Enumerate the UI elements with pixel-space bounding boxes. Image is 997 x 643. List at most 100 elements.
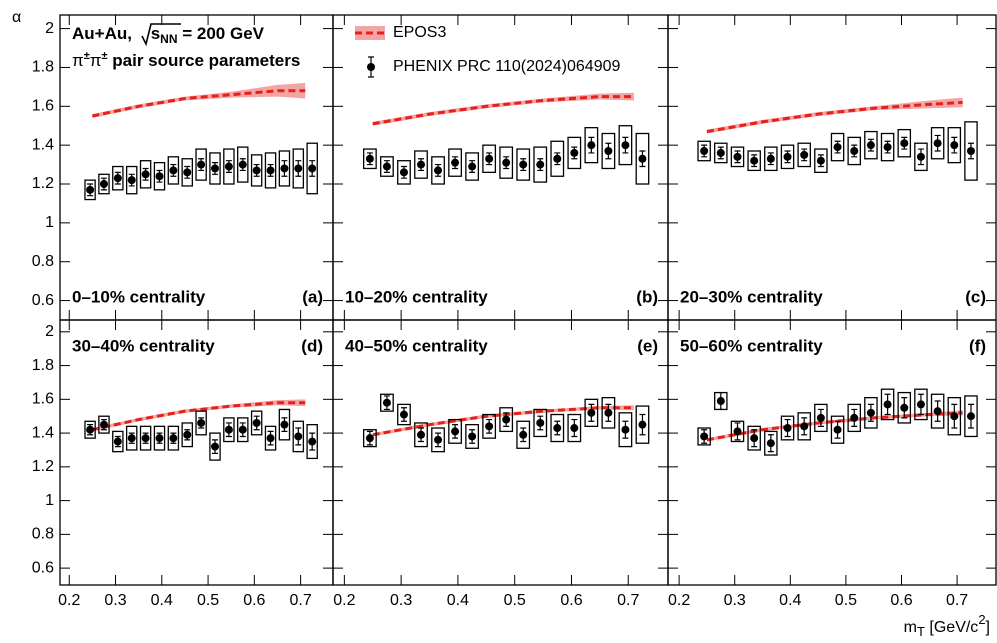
panel-label: 20–30% centrality: [680, 287, 823, 306]
data-point: [766, 154, 775, 163]
sys-box: [516, 420, 531, 449]
sys-box: [306, 423, 318, 460]
data-point: [733, 427, 742, 436]
data-point: [638, 420, 647, 429]
x-tick-label: 0.5: [835, 592, 857, 609]
sys-box: [964, 395, 978, 438]
data-point: [716, 148, 725, 157]
sys-box: [125, 165, 138, 195]
sys-box: [780, 415, 795, 441]
sys-box: [84, 420, 96, 439]
data-point: [451, 427, 460, 436]
sys-box: [139, 425, 152, 451]
sys-box: [533, 408, 548, 438]
sys-box: [181, 422, 193, 448]
sys-box: [947, 396, 962, 436]
panel-tag: (c): [965, 287, 986, 306]
data-point: [553, 424, 562, 433]
data-point: [519, 160, 528, 169]
data-point: [621, 141, 630, 150]
sys-box: [930, 127, 945, 160]
sys-box: [914, 388, 928, 421]
sys-box: [618, 125, 633, 166]
sys-box: [947, 127, 962, 164]
data-point: [308, 437, 317, 446]
data-point: [604, 146, 613, 155]
data-point: [86, 425, 95, 434]
x-tick-label: 0.5: [197, 592, 219, 609]
sys-box: [880, 388, 895, 421]
legend-marker: [367, 63, 375, 71]
pair-part: pair source parameters: [108, 51, 301, 70]
data-point: [155, 434, 164, 443]
y-tick-label: 1: [45, 214, 54, 231]
sys-box: [414, 150, 428, 179]
sys-box: [448, 148, 462, 177]
data-point: [502, 158, 511, 167]
system-part: Au+Au,: [72, 24, 137, 43]
sys-box: [448, 418, 462, 444]
data-point: [587, 141, 596, 150]
sys-box: [125, 425, 138, 451]
data-point: [197, 418, 206, 427]
sys-box: [482, 144, 497, 174]
data-point: [485, 422, 494, 431]
sys-box: [237, 417, 249, 443]
data-point: [783, 424, 792, 433]
sys-box: [397, 160, 411, 185]
data-point: [966, 146, 975, 155]
sys-box: [914, 142, 928, 172]
sys-box: [264, 425, 277, 451]
panel-frame: [667, 319, 997, 586]
legend-label: EPOS3: [393, 24, 446, 41]
data-point: [280, 164, 289, 173]
data-point: [536, 160, 545, 169]
sys-box: [499, 146, 514, 179]
pair-part: ±: [84, 50, 90, 62]
data-point: [750, 156, 759, 165]
sys-box: [730, 420, 745, 443]
sys-box: [237, 146, 249, 183]
data-point: [933, 407, 942, 416]
sys-box: [635, 405, 650, 444]
sys-box: [306, 142, 318, 195]
data-point: [252, 418, 261, 427]
data-point: [700, 432, 709, 441]
x-tick-label: 0.4: [779, 592, 801, 609]
data-point: [536, 418, 545, 427]
model-line: [372, 406, 634, 437]
data-point: [950, 141, 959, 150]
sys-box: [264, 152, 277, 189]
data-point: [169, 434, 178, 443]
data-point: [280, 420, 289, 429]
data-point: [587, 408, 596, 417]
data-point: [766, 439, 775, 448]
x-tick-label: 0.4: [151, 592, 173, 609]
data-point: [750, 434, 759, 443]
data-point: [883, 143, 892, 152]
data-point: [816, 413, 825, 422]
data-point: [238, 425, 247, 434]
sqrt-sign: [141, 23, 181, 47]
y-tick-label: 0.8: [32, 526, 54, 543]
model-band: [372, 92, 634, 126]
data-point: [900, 403, 909, 412]
data-point: [197, 160, 206, 169]
sys-box: [635, 132, 650, 185]
pair-part: π: [90, 51, 102, 70]
data-point: [294, 432, 303, 441]
sys-box: [292, 420, 305, 453]
sys-box: [550, 140, 565, 177]
pair-label: π±π± pair source parameters: [72, 50, 300, 71]
data-point: [485, 154, 494, 163]
pair-part: π: [72, 51, 84, 70]
sys-box: [250, 410, 263, 436]
sys-box: [499, 407, 514, 433]
data-point: [866, 141, 875, 150]
model-line: [706, 411, 963, 442]
sys-box: [747, 150, 761, 172]
data-point: [950, 412, 959, 421]
data-point: [382, 162, 391, 171]
data-point: [113, 174, 122, 183]
